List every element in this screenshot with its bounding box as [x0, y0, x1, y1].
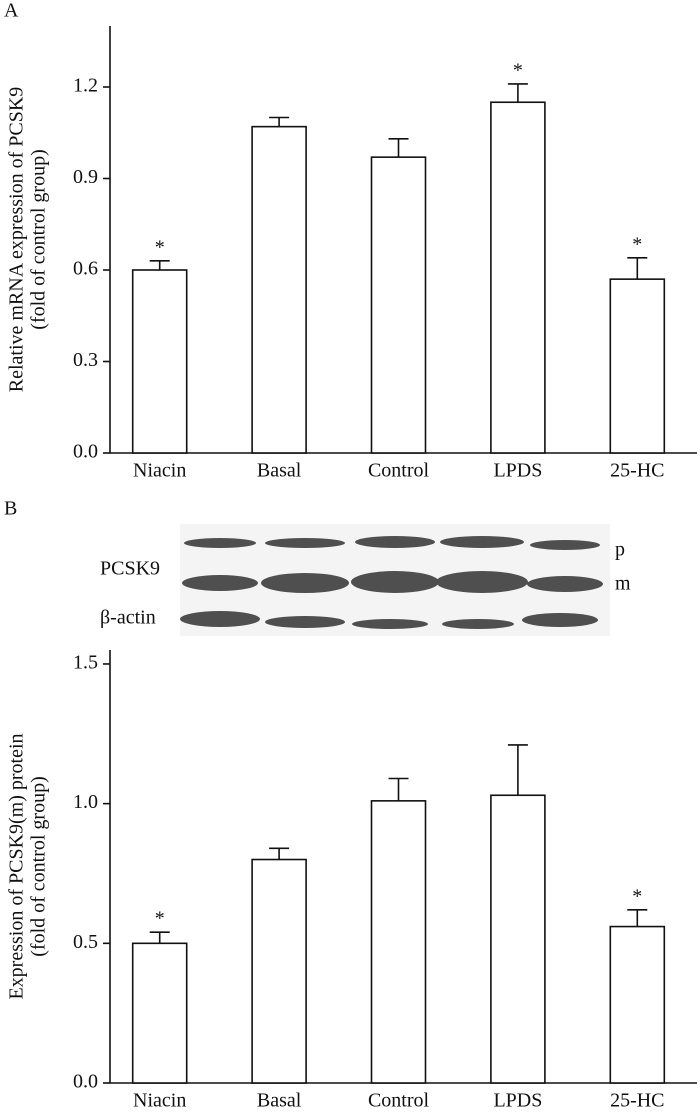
x-tick-label: Basal: [257, 460, 302, 482]
significance-mark: *: [632, 885, 642, 907]
error-bar: [149, 931, 170, 944]
x-tick-label: Basal: [257, 1090, 302, 1112]
bar: [251, 858, 307, 1084]
error-bar: [507, 83, 528, 103]
panel-label: B: [4, 498, 17, 520]
error-bar: [269, 116, 290, 127]
x-tick-label: 25-HC: [610, 1090, 664, 1112]
bar: [370, 800, 427, 1084]
x-tick-label: LPDS: [493, 1090, 542, 1112]
bar: [609, 925, 666, 1084]
bar: [490, 101, 546, 454]
significance-mark: *: [155, 908, 165, 930]
y-tick-label: 0.3: [73, 349, 98, 371]
significance-mark: *: [632, 233, 642, 255]
significance-mark: *: [513, 60, 523, 82]
bar: [370, 156, 427, 454]
panel-label: A: [4, 0, 19, 22]
y-axis-label: Relative mRNA expression of PCSK9: [6, 87, 28, 393]
y-tick-label: 0.6: [73, 258, 98, 280]
error-bar: [269, 847, 290, 860]
x-tick-label: Niacin: [133, 460, 186, 482]
x-tick-label: Control: [368, 460, 430, 482]
bar: [131, 942, 188, 1084]
x-tick-label: Control: [368, 1090, 430, 1112]
error-bar: [507, 744, 528, 796]
error-bar: [388, 777, 409, 801]
y-axis-label: Expression of PCSK9(m) protein: [6, 733, 28, 999]
y-axis-label: (fold of control group): [28, 149, 50, 330]
x-tick-label: 25-HC: [610, 460, 664, 482]
y-tick-label: 0.5: [73, 931, 98, 953]
y-tick-label: 1.0: [73, 791, 98, 813]
blot-label: m: [615, 573, 631, 595]
x-tick-label: Niacin: [133, 1090, 186, 1112]
y-axis-label: (fold of control group): [28, 776, 50, 957]
error-bar: [149, 260, 170, 270]
y-tick-label: 0.0: [73, 441, 98, 463]
bar: [609, 278, 666, 454]
bar: [131, 269, 188, 454]
blot-label: PCSK9: [100, 558, 160, 580]
significance-mark: *: [155, 236, 165, 258]
error-bar: [627, 909, 648, 927]
bar: [490, 794, 546, 1084]
y-tick-label: 1.2: [73, 75, 98, 97]
y-tick-label: 1.5: [73, 652, 98, 674]
bar: [251, 125, 307, 454]
blot-label: p: [615, 539, 625, 561]
blot: PCSK9 p m β-actin: [100, 524, 631, 636]
y-tick-label: 0.9: [73, 166, 98, 188]
error-bar: [388, 138, 409, 158]
blot-label: β-actin: [100, 607, 156, 629]
error-bar: [627, 257, 648, 280]
blot-bands: [180, 536, 603, 629]
y-tick-label: 0.0: [73, 1071, 98, 1093]
x-tick-label: LPDS: [493, 460, 542, 482]
